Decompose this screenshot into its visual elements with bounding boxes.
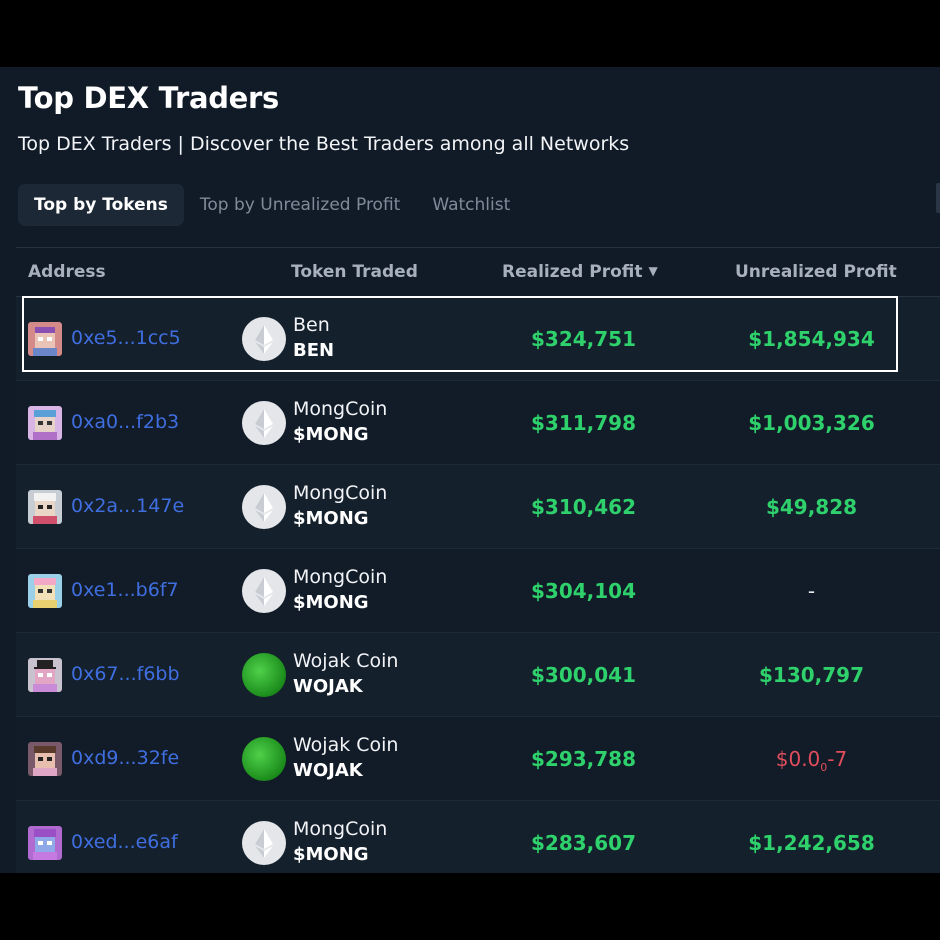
table-header: Address Token Traded Realized Profit ▼ Un…: [16, 247, 940, 297]
unrealized-profit-value: $130,797: [758, 663, 864, 687]
unrealized-suffix: -7: [827, 747, 848, 771]
realized-profit-value: $300,041: [530, 663, 636, 687]
trader-avatar: [28, 658, 62, 692]
table-row[interactable]: 0xed...e6af MongCoin $MONG $283,607 $1,2…: [16, 801, 940, 873]
tab-bar: Top by Tokens Top by Unrealized Profit W…: [18, 184, 526, 226]
token-name: MongCoin: [293, 818, 388, 840]
trader-address-link[interactable]: 0xa0...f2b3: [71, 411, 180, 433]
ethereum-icon: [242, 485, 286, 529]
tab-top-by-tokens[interactable]: Top by Tokens: [18, 184, 184, 226]
column-header-address[interactable]: Address: [28, 262, 106, 282]
unrealized-profit-value: $49,828: [765, 495, 858, 519]
unrealized-profit-value: -: [807, 579, 816, 603]
trader-avatar: [28, 826, 62, 860]
wojak-frog-icon: [242, 653, 286, 697]
unrealized-profit-value: $1,242,658: [748, 831, 875, 855]
trader-address-link[interactable]: 0xd9...32fe: [71, 747, 180, 769]
column-header-unrealized-profit[interactable]: Unrealized Profit: [735, 262, 897, 282]
token-symbol: $MONG: [293, 844, 369, 865]
top-traders-panel: Top DEX Traders Top DEX Traders | Discov…: [0, 67, 940, 873]
realized-profit-value: $293,788: [530, 747, 636, 771]
ethereum-icon: [242, 821, 286, 865]
unrealized-profit-value: $0.00-7: [684, 747, 939, 774]
trader-address-link[interactable]: 0xe1...b6f7: [71, 579, 179, 601]
column-header-token-traded[interactable]: Token Traded: [291, 262, 418, 282]
trader-avatar: [28, 490, 62, 524]
trader-avatar: [28, 742, 62, 776]
token-name: MongCoin: [293, 482, 388, 504]
tab-watchlist[interactable]: Watchlist: [432, 195, 511, 215]
page-subtitle: Top DEX Traders | Discover the Best Trad…: [18, 133, 630, 155]
unrealized-profit-value: $1,854,934: [748, 327, 875, 351]
realized-profit-value: $324,751: [530, 327, 636, 351]
realized-profit-label: Realized Profit: [502, 262, 643, 282]
token-name: Wojak Coin: [293, 734, 399, 756]
token-name: MongCoin: [293, 566, 388, 588]
token-symbol: BEN: [293, 340, 335, 361]
token-name: Ben: [293, 314, 330, 336]
table-row[interactable]: 0x2a...147e MongCoin $MONG $310,462 $49,…: [16, 465, 940, 549]
realized-profit-value: $304,104: [530, 579, 636, 603]
table-row[interactable]: 0xa0...f2b3 MongCoin $MONG $311,798 $1,0…: [16, 381, 940, 465]
realized-profit-value: $283,607: [530, 831, 636, 855]
table-row[interactable]: 0xe1...b6f7 MongCoin $MONG $304,104 -: [16, 549, 940, 633]
realized-profit-value: $311,798: [530, 411, 636, 435]
token-symbol: $MONG: [293, 424, 369, 445]
trader-address-link[interactable]: 0x67...f6bb: [71, 663, 180, 685]
scroll-edge-indicator: [936, 183, 940, 213]
trader-avatar: [28, 406, 62, 440]
token-symbol: $MONG: [293, 508, 369, 529]
token-name: MongCoin: [293, 398, 388, 420]
ethereum-icon: [242, 569, 286, 613]
trader-address-link[interactable]: 0x2a...147e: [71, 495, 185, 517]
table-row[interactable]: 0xe5...1cc5 Ben BEN $324,751 $1,854,934: [16, 297, 940, 381]
token-symbol: $MONG: [293, 592, 369, 613]
unrealized-profit-value: $1,003,326: [748, 411, 875, 435]
traders-table: Address Token Traded Realized Profit ▼ Un…: [16, 247, 940, 873]
table-row[interactable]: 0xd9...32fe Wojak Coin WOJAK $293,788 $0…: [16, 717, 940, 801]
sort-down-icon[interactable]: ▼: [648, 264, 658, 278]
realized-profit-value: $310,462: [530, 495, 636, 519]
token-symbol: WOJAK: [293, 676, 363, 697]
trader-avatar: [28, 322, 62, 356]
trader-avatar: [28, 574, 62, 608]
unrealized-zero-count: 0: [820, 761, 828, 774]
trader-address-link[interactable]: 0xe5...1cc5: [71, 327, 181, 349]
wojak-frog-icon: [242, 737, 286, 781]
tab-top-by-unrealized-profit[interactable]: Top by Unrealized Profit: [199, 195, 401, 215]
token-name: Wojak Coin: [293, 650, 399, 672]
ethereum-icon: [242, 317, 286, 361]
page-title: Top DEX Traders: [18, 81, 280, 115]
unrealized-prefix: $0.0: [775, 747, 821, 771]
table-row[interactable]: 0x67...f6bb Wojak Coin WOJAK $300,041 $1…: [16, 633, 940, 717]
ethereum-icon: [242, 401, 286, 445]
token-symbol: WOJAK: [293, 760, 363, 781]
column-header-realized-profit[interactable]: Realized Profit ▼: [502, 262, 658, 282]
trader-address-link[interactable]: 0xed...e6af: [71, 831, 178, 853]
